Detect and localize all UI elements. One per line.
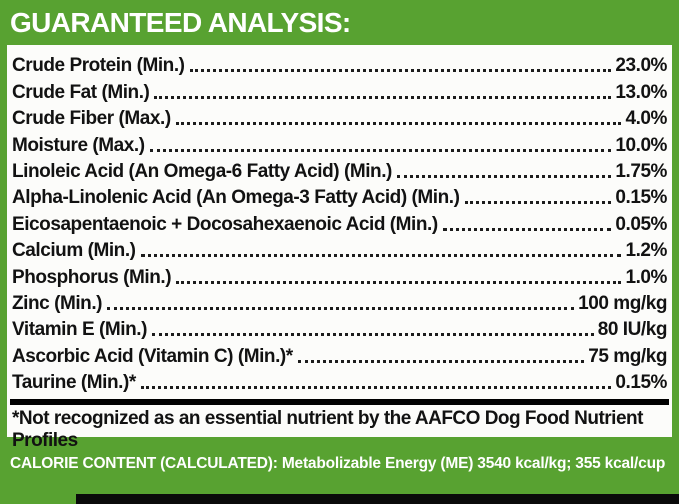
- nutrient-value: 0.15%: [615, 372, 667, 394]
- dot-leader: [189, 69, 612, 73]
- nutrient-value: 0.15%: [615, 187, 667, 209]
- dot-leader: [464, 201, 612, 205]
- nutrient-name: Linoleic Acid (An Omega-6 Fatty Acid) (M…: [12, 160, 392, 182]
- analysis-rows: Crude Protein (Min.) 23.0% Crude Fat (Mi…: [10, 51, 669, 394]
- analysis-row: Ascorbic Acid (Vitamin C) (Min.)* 75 mg/…: [10, 341, 669, 367]
- dot-leader: [175, 122, 622, 126]
- nutrient-value: 1.75%: [615, 160, 667, 182]
- analysis-row: Taurine (Min.)* 0.15%: [10, 368, 669, 394]
- nutrient-name: Ascorbic Acid (Vitamin C) (Min.)*: [12, 345, 293, 367]
- dot-leader: [140, 386, 612, 390]
- nutrient-value: 4.0%: [625, 108, 667, 130]
- analysis-row: Calcium (Min.) 1.2%: [10, 236, 669, 262]
- dot-leader: [442, 227, 612, 231]
- nutrient-value: 75 mg/kg: [588, 345, 667, 367]
- nutrient-name: Taurine (Min.)*: [12, 372, 136, 394]
- nutrient-value: 100 mg/kg: [578, 292, 667, 314]
- dot-leader: [140, 254, 622, 258]
- nutrient-name: Calcium (Min.): [12, 240, 136, 262]
- nutrient-value: 23.0%: [615, 55, 667, 77]
- label-header: GUARANTEED ANALYSIS:: [7, 0, 672, 45]
- analysis-row: Crude Fiber (Max.) 4.0%: [10, 104, 669, 130]
- analysis-row: Crude Fat (Min.) 13.0%: [10, 77, 669, 103]
- dot-leader: [154, 95, 612, 99]
- analysis-row: Eicosapentaenoic + Docosahexaenoic Acid …: [10, 209, 669, 235]
- nutrient-value: 1.0%: [625, 266, 667, 288]
- analysis-row: Linoleic Acid (An Omega-6 Fatty Acid) (M…: [10, 157, 669, 183]
- nutrient-value: 1.2%: [625, 240, 667, 262]
- analysis-row: Vitamin E (Min.) 80 IU/kg: [10, 315, 669, 341]
- footnote: *Not recognized as an essential nutrient…: [10, 399, 669, 454]
- nutrient-name: Vitamin E (Min.): [12, 319, 147, 341]
- dot-leader: [396, 174, 612, 178]
- analysis-row: Zinc (Min.) 100 mg/kg: [10, 289, 669, 315]
- nutrient-name: Eicosapentaenoic + Docosahexaenoic Acid …: [12, 213, 438, 235]
- calorie-content-band: CALORIE CONTENT (CALCULATED): Metaboliza…: [7, 437, 672, 504]
- dot-leader: [176, 280, 622, 284]
- dot-leader: [149, 148, 612, 152]
- analysis-row: Moisture (Max.) 10.0%: [10, 130, 669, 156]
- nutrient-value: 10.0%: [615, 134, 667, 156]
- nutrient-value: 13.0%: [615, 81, 667, 103]
- nutrient-value: 80 IU/kg: [597, 319, 668, 341]
- nutrient-name: Phosphorus (Min.): [12, 266, 172, 288]
- dot-leader: [297, 359, 585, 363]
- nutrient-name: Alpha-Linolenic Acid (An Omega-3 Fatty A…: [12, 187, 460, 209]
- nutrient-value: 0.05%: [615, 213, 667, 235]
- analysis-panel: Crude Protein (Min.) 23.0% Crude Fat (Mi…: [7, 45, 672, 451]
- dot-leader: [107, 306, 575, 310]
- nutrient-name: Crude Protein (Min.): [12, 55, 185, 77]
- nutrient-name: Crude Fiber (Max.): [12, 108, 171, 130]
- guaranteed-analysis-title: GUARANTEED ANALYSIS:: [10, 6, 351, 38]
- nutrient-name: Crude Fat (Min.): [12, 81, 150, 103]
- nutrient-name: Zinc (Min.): [12, 292, 103, 314]
- calorie-content-text: CALORIE CONTENT (CALCULATED): Metaboliza…: [10, 454, 666, 472]
- package-edge-strip: [76, 494, 679, 504]
- nutrient-name: Moisture (Max.): [12, 134, 145, 156]
- analysis-row: Phosphorus (Min.) 1.0%: [10, 262, 669, 288]
- dot-leader: [151, 333, 594, 337]
- analysis-row: Crude Protein (Min.) 23.0%: [10, 51, 669, 77]
- analysis-row: Alpha-Linolenic Acid (An Omega-3 Fatty A…: [10, 183, 669, 209]
